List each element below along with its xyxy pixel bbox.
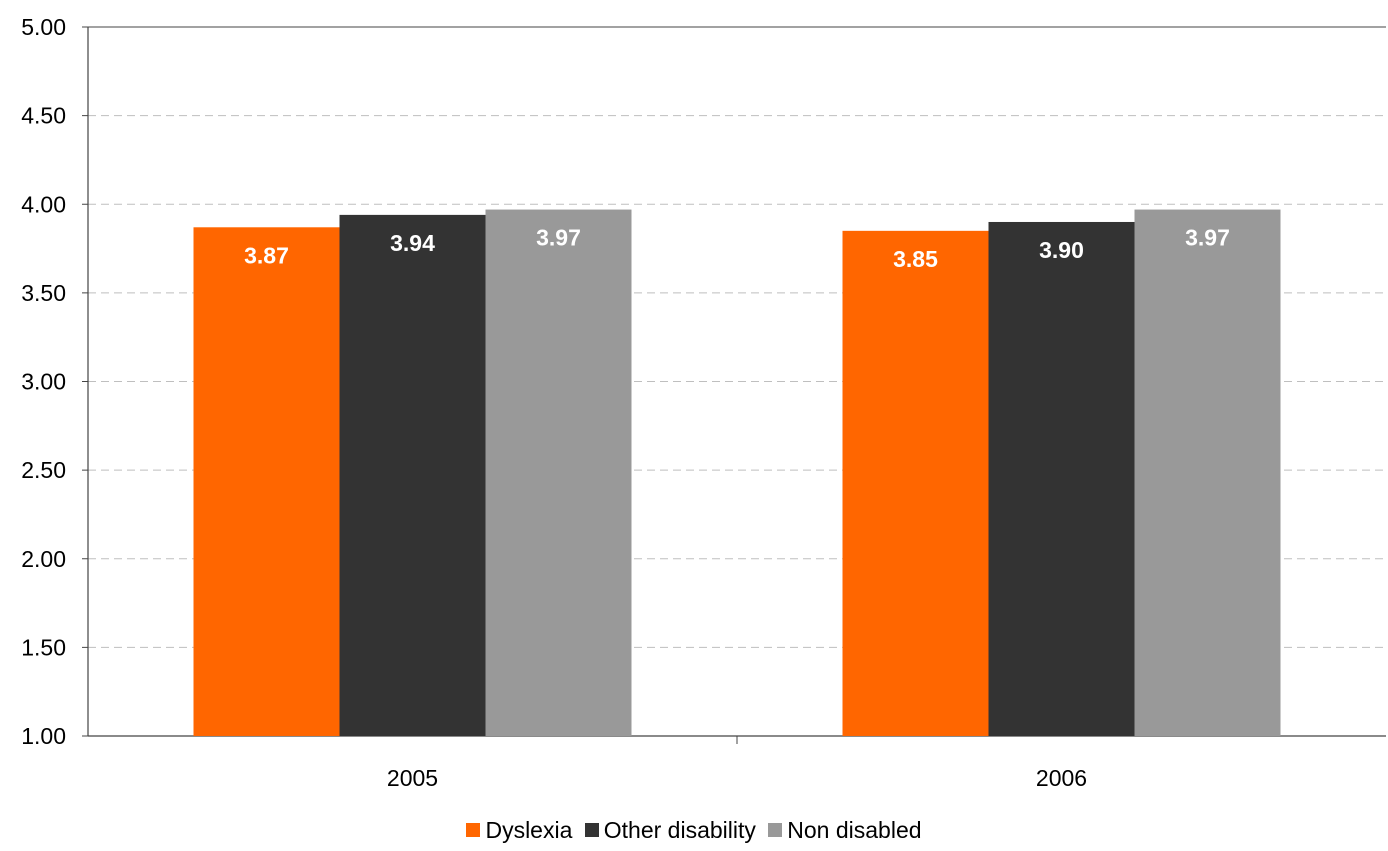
bar-non-disabled-2006 — [1134, 209, 1281, 736]
data-label: 3.85 — [893, 246, 938, 272]
y-tick-label: 1.00 — [21, 723, 66, 749]
y-tick-label: 1.50 — [21, 634, 66, 660]
legend-label-other-disability: Other disability — [603, 816, 756, 843]
legend-label-dyslexia: Dyslexia — [485, 816, 573, 843]
legend-label-non-disabled: Non disabled — [787, 816, 922, 843]
legend-item-non-disabled: Non disabled — [768, 816, 922, 844]
y-tick-label: 3.00 — [21, 369, 66, 395]
data-label: 3.97 — [536, 225, 581, 251]
bar-non-disabled-2005 — [485, 209, 632, 736]
y-tick-label: 2.00 — [21, 546, 66, 572]
data-label: 3.97 — [1185, 225, 1230, 251]
legend-item-other-disability: Other disability — [584, 816, 756, 844]
bar-dyslexia-2005 — [193, 227, 340, 737]
legend-swatch-dyslexia — [466, 823, 481, 837]
x-tick-label: 2005 — [387, 765, 438, 791]
data-label: 3.94 — [390, 230, 435, 256]
x-tick-label: 2006 — [1036, 765, 1087, 791]
legend: Dyslexia Other disability Non disabled — [0, 816, 1388, 844]
y-tick-label: 5.00 — [21, 14, 66, 40]
data-label: 3.87 — [244, 242, 289, 268]
y-tick-label: 4.50 — [21, 103, 66, 129]
legend-swatch-non-disabled — [768, 823, 783, 837]
y-tick-label: 4.00 — [21, 191, 66, 217]
data-label: 3.90 — [1039, 237, 1084, 263]
y-tick-label: 2.50 — [21, 457, 66, 483]
y-tick-label: 3.50 — [21, 280, 66, 306]
bar-other-disability-2005 — [339, 214, 486, 736]
legend-swatch-other-disability — [584, 823, 599, 837]
bar-other-disability-2006 — [988, 221, 1135, 737]
legend-item-dyslexia: Dyslexia — [466, 817, 572, 844]
bar-dyslexia-2006 — [842, 230, 989, 736]
